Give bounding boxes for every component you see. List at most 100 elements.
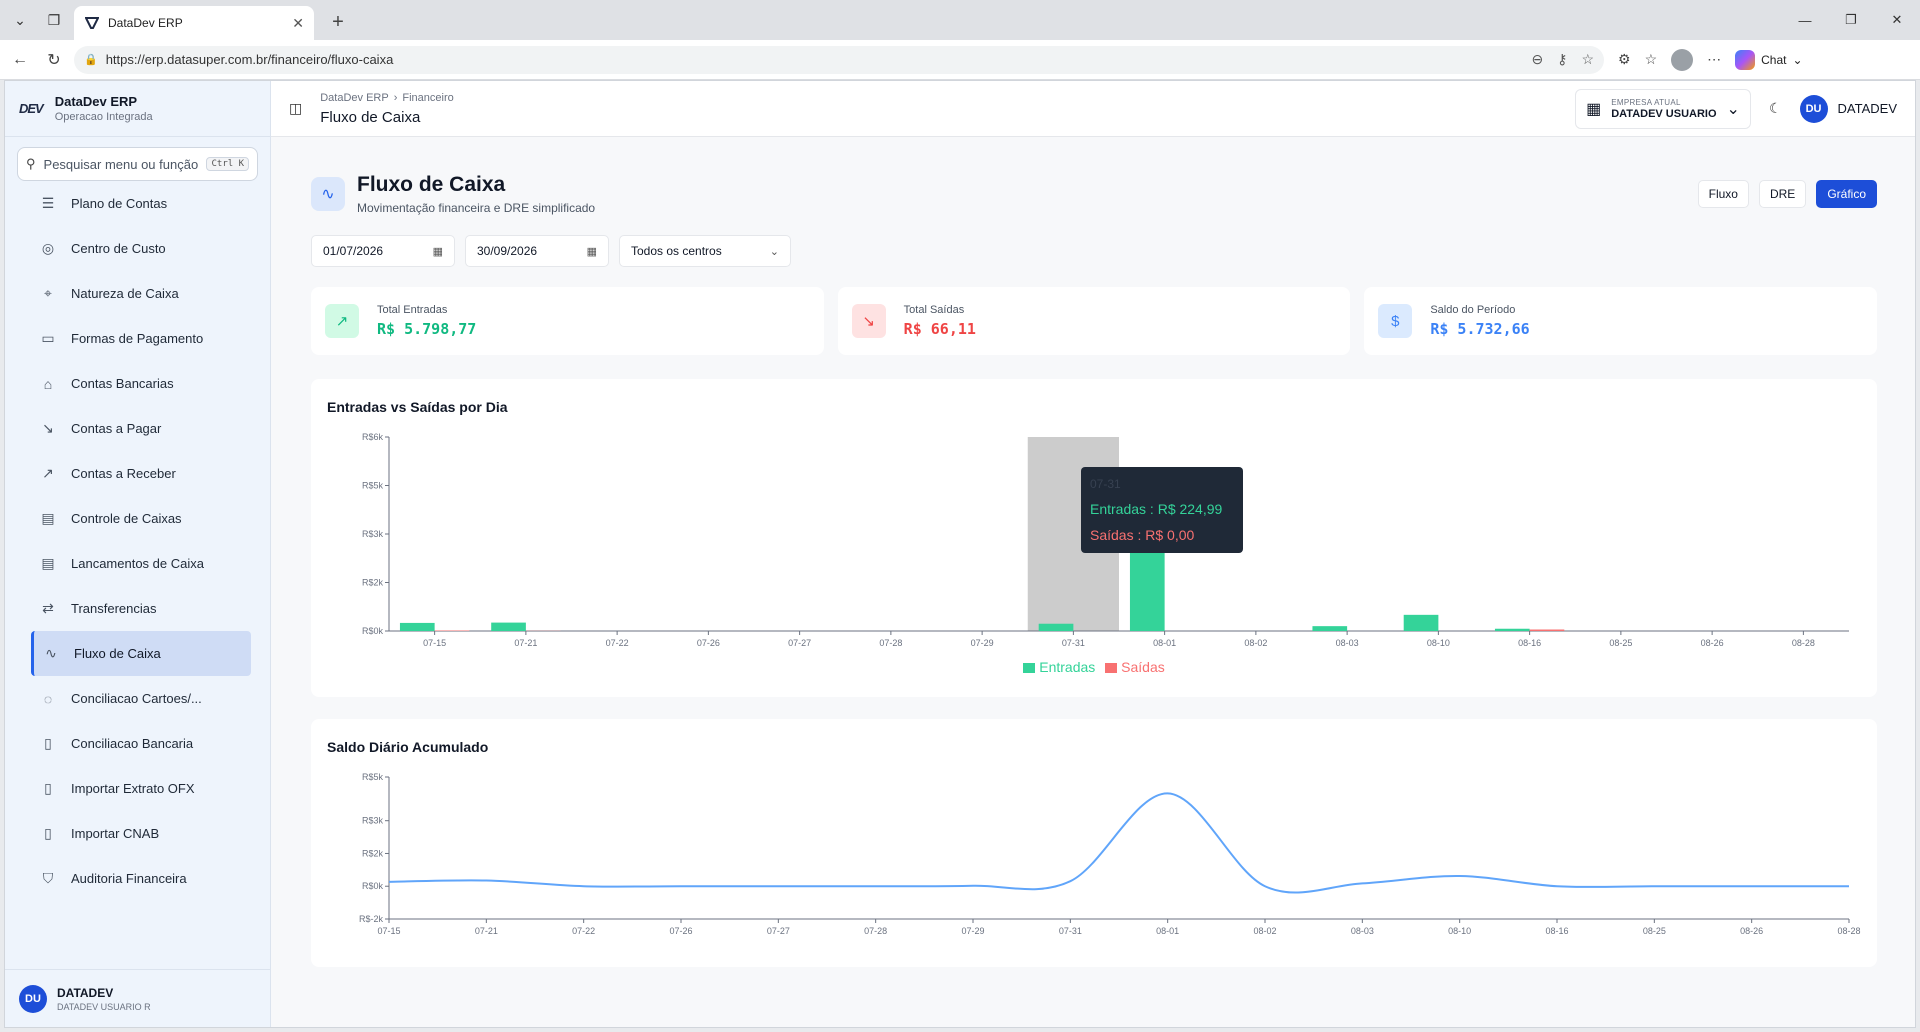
brand[interactable]: DEV DataDev ERP Operacao Integrada	[5, 81, 270, 137]
sidebar-item[interactable]: ⌖ Natureza de Caixa	[5, 271, 271, 316]
restore-icon[interactable]: ❐	[1845, 12, 1857, 27]
reload-icon[interactable]: ↻	[47, 51, 61, 69]
view-grafico-button[interactable]: Gráfico	[1816, 180, 1877, 208]
close-window-icon[interactable]: ✕	[1891, 12, 1903, 27]
theme-toggle-icon[interactable]: ☾	[1768, 100, 1782, 116]
sidebar-item[interactable]: ↗ Contas a Receber	[5, 451, 271, 496]
user-name: DATADEV	[1837, 101, 1897, 116]
chat-button[interactable]: Chat ⌄	[1735, 49, 1803, 70]
sidebar-item[interactable]: ◌ Conciliacao Cartoes/...	[5, 676, 271, 721]
file-search-icon: ▯	[44, 735, 52, 751]
sidebar-item[interactable]: ⛉ Auditoria Financeira	[5, 856, 271, 891]
breadcrumb-item[interactable]: DataDev ERP	[320, 91, 389, 104]
sidebar-user[interactable]: DU DATADEV DATADEV USUARIO R	[5, 969, 270, 1027]
legend-item-entradas[interactable]: Entradas	[1023, 659, 1095, 675]
breadcrumb: DataDev ERP › Financeiro	[320, 91, 454, 104]
x-tick-label: 08-25	[1609, 638, 1632, 648]
summary-card: ↘ Total Saídas R$ 66,11	[837, 287, 1351, 355]
y-tick-label: R$6k	[362, 432, 384, 442]
breadcrumb-item[interactable]: Financeiro	[402, 91, 454, 104]
page-content: ∿ Fluxo de Caixa Movimentação financeira…	[311, 137, 1878, 967]
sidebar-item-label: Plano de Contas	[71, 196, 168, 211]
dollar-icon: $	[1378, 304, 1413, 338]
y-tick-label: R$5k	[362, 481, 384, 491]
sidebar-toggle-icon[interactable]: ◫	[289, 100, 303, 116]
bar-entradas[interactable]	[1494, 628, 1530, 631]
collections-icon[interactable]: ❐	[47, 11, 61, 28]
x-tick-label: 08-10	[1448, 926, 1471, 936]
balance-line[interactable]	[388, 792, 1849, 894]
sidebar-item[interactable]: ⌂ Contas Bancarias	[5, 361, 271, 406]
x-tick-label: 07-26	[669, 926, 692, 936]
sidebar-item[interactable]: ↘ Contas a Pagar	[5, 406, 271, 451]
menu-search-input[interactable]: ⚲ Pesquisar menu ou função Ctrl K	[17, 147, 258, 181]
app-window: DEV DataDev ERP Operacao Integrada ⚲ Pes…	[4, 80, 1916, 1028]
file-upload-icon: ▯	[44, 825, 52, 841]
start-date-input[interactable]: 01/07/2026 ▦	[311, 235, 455, 267]
tooltip-saidas: Saídas : R$ 0,00	[1090, 527, 1195, 543]
cost-center-select[interactable]: Todos os centros ⌄	[619, 235, 791, 267]
x-tick-label: 08-10	[1427, 638, 1450, 648]
bar-entradas[interactable]	[399, 622, 435, 631]
x-tick-label: 07-29	[971, 638, 994, 648]
x-tick-label: 08-28	[1792, 638, 1815, 648]
back-icon[interactable]: ←	[12, 50, 28, 68]
url-field[interactable]: 🔒 https://erp.datasuper.com.br/financeir…	[74, 45, 1604, 74]
sidebar-item-label: Controle de Caixas	[71, 511, 182, 526]
more-icon[interactable]: ⋯	[1707, 51, 1722, 67]
user-avatar: DU	[1799, 94, 1828, 123]
company-selector[interactable]: ▦ EMPRESA ATUAL DATADEV USUARIO ⌄	[1575, 88, 1751, 129]
list-icon: ☰	[41, 195, 55, 211]
extensions-icon[interactable]: ⚙	[1618, 51, 1631, 67]
legend-item-saidas[interactable]: Saídas	[1105, 659, 1165, 675]
view-dre-button[interactable]: DRE	[1758, 180, 1807, 208]
end-date-input[interactable]: 30/09/2026 ▦	[465, 235, 609, 267]
view-fluxo-button[interactable]: Fluxo	[1697, 180, 1749, 208]
close-tab-icon[interactable]: ✕	[292, 14, 304, 31]
minimize-icon[interactable]: —	[1798, 12, 1812, 28]
key-icon[interactable]: ⚷	[1557, 51, 1568, 67]
trending-up-icon: ↗	[42, 465, 54, 481]
chevron-down-icon: ⌄	[1792, 52, 1803, 67]
favorites-icon[interactable]: ☆	[1644, 51, 1658, 67]
sidebar-item[interactable]: ▭ Formas de Pagamento	[5, 316, 271, 361]
bar-saídas[interactable]	[1529, 629, 1565, 631]
bar-entradas[interactable]	[1403, 614, 1439, 631]
bar-entradas[interactable]	[491, 622, 526, 631]
browser-tab[interactable]: DataDev ERP ✕	[74, 6, 314, 40]
line-chart: R$-2k R$0k R$2k R$3k R$5k 07-15 07-21 07-22 07-2…	[359, 772, 1861, 936]
browser-tabbar: ⌄ ❐ DataDev ERP ✕ + — ❐ ✕	[0, 0, 1920, 40]
calendar-icon[interactable]: ▦	[432, 245, 443, 258]
main-area: ◫ DataDev ERP › Financeiro Fluxo de Caixa …	[271, 81, 1915, 1027]
x-tick-label: 08-02	[1253, 926, 1276, 936]
copilot-icon	[1735, 49, 1756, 70]
tag-icon: ⌖	[44, 285, 52, 301]
bar-entradas[interactable]	[1038, 623, 1074, 631]
filters: 01/07/2026 ▦ 30/09/2026 ▦ Todos os centr…	[311, 235, 1877, 267]
zoom-icon[interactable]: ⊖	[1531, 51, 1544, 67]
x-tick-label: 07-26	[697, 638, 720, 648]
new-tab-icon[interactable]: +	[332, 11, 344, 33]
site-info-icon[interactable]: 🔒	[84, 54, 98, 66]
sidebar-item[interactable]: ⇄ Transferencias	[5, 586, 271, 631]
profile-avatar[interactable]	[1671, 48, 1694, 71]
sidebar-item[interactable]: ◎ Centro de Custo	[5, 226, 271, 271]
tab-list-icon[interactable]: ⌄	[14, 11, 26, 28]
sidebar-item[interactable]: ▤ Lancamentos de Caixa	[5, 541, 271, 586]
sidebar-item[interactable]: ☰ Plano de Contas	[5, 193, 271, 226]
user-menu[interactable]: DU DATADEV	[1799, 94, 1897, 123]
calendar-icon[interactable]: ▦	[586, 245, 597, 258]
bar-entradas[interactable]	[1312, 626, 1348, 631]
sidebar-item[interactable]: ∿ Fluxo de Caixa	[31, 631, 251, 676]
card-value: R$ 5.798,77	[377, 320, 477, 338]
sidebar-item[interactable]: ▯ Importar CNAB	[5, 811, 271, 856]
sidebar-item[interactable]: ▯ Conciliacao Bancaria	[5, 721, 271, 766]
y-tick-label: R$5k	[362, 772, 384, 782]
balance-line-chart-panel: Saldo Diário Acumulado R$-2k R$0k R$2k R$3k…	[311, 719, 1877, 967]
company-value: DATADEV USUARIO	[1611, 107, 1717, 120]
sidebar-item[interactable]: ▤ Controle de Caixas	[5, 496, 271, 541]
chart-tooltip: 07-31 Entradas : R$ 224,99 Saídas : R$ 0…	[1081, 467, 1243, 553]
sidebar-item[interactable]: ▯ Importar Extrato OFX	[5, 766, 271, 811]
favorite-star-icon[interactable]: ☆	[1581, 51, 1594, 67]
activity-icon: ∿	[45, 645, 57, 661]
